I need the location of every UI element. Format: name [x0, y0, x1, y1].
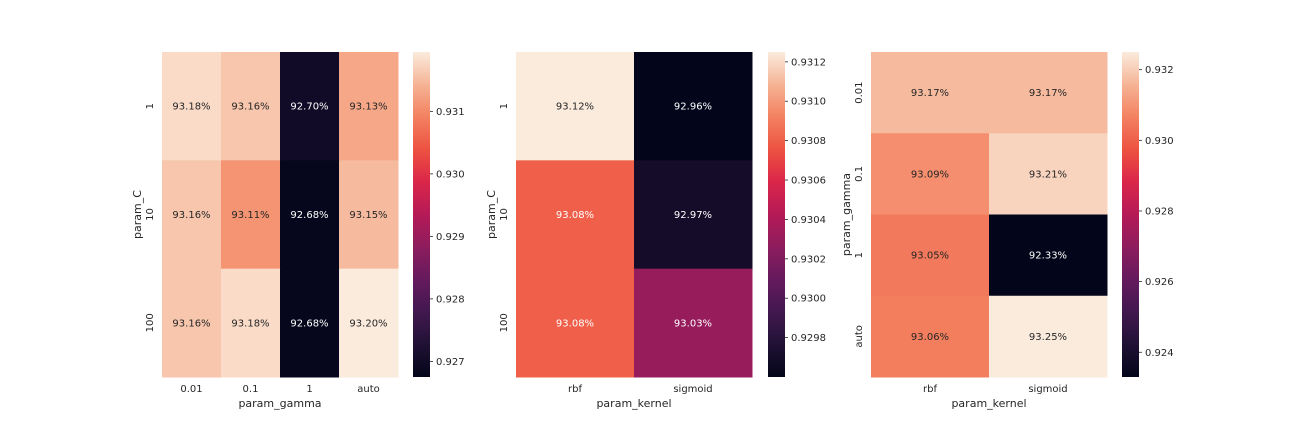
y-axis-label: param_gamma — [840, 173, 853, 256]
cell-annotation: 92.96% — [674, 102, 712, 113]
x-tick-label: 0.01 — [180, 384, 202, 395]
heatmap-cell — [516, 268, 635, 378]
cell-annotation: 93.25% — [1029, 332, 1067, 343]
colorbar-tick-label: 0.930 — [436, 169, 465, 180]
cell-annotation: 93.08% — [556, 318, 594, 329]
y-tick-label: 1 — [499, 103, 510, 109]
cell-annotation: 93.05% — [911, 251, 949, 262]
colorbar-tick-label: 0.927 — [436, 357, 465, 368]
colorbar-tick-label: 0.9304 — [791, 215, 826, 226]
x-tick-label: auto — [357, 384, 380, 395]
heatmap-cell — [871, 52, 990, 134]
heatmap-cell — [989, 214, 1108, 297]
y-axis-label: param_C — [485, 190, 498, 239]
colorbar-tick-label: 0.930 — [1145, 136, 1174, 147]
colorbar-tick-label: 0.926 — [1145, 277, 1174, 288]
heatmap-cell — [516, 160, 635, 270]
colorbar-tick-label: 0.9308 — [791, 136, 826, 147]
cell-annotation: 93.08% — [556, 210, 594, 221]
heatmap-cell — [516, 52, 635, 161]
heatmap-cell — [162, 52, 222, 161]
cell-annotation: 93.17% — [1029, 88, 1067, 99]
y-tick-label: 100 — [499, 313, 510, 332]
cell-annotation: 93.16% — [172, 210, 210, 221]
cell-annotation: 92.68% — [290, 210, 328, 221]
colorbar — [768, 52, 785, 377]
heatmap-cell — [989, 295, 1108, 378]
cell-annotation: 92.33% — [1029, 251, 1067, 262]
heatmap-cell — [221, 160, 281, 270]
x-tick-label: 0.1 — [243, 384, 259, 395]
cell-annotation: 93.16% — [231, 102, 269, 113]
colorbar-tick-label: 0.9306 — [791, 176, 826, 187]
cell-annotation: 92.97% — [674, 210, 712, 221]
heatmap-cell — [634, 268, 753, 378]
colorbar-tick-label: 0.928 — [1145, 206, 1174, 217]
x-tick-label: sigmoid — [1028, 384, 1067, 395]
colorbar-tick-label: 0.9298 — [791, 333, 826, 344]
y-tick-label: 10 — [499, 208, 510, 221]
heatmap-cell — [280, 160, 340, 270]
y-tick-label: 0.01 — [854, 81, 865, 103]
x-tick-label: rbf — [568, 384, 582, 395]
colorbar — [1122, 52, 1139, 377]
colorbar-tick-label: 0.9300 — [791, 294, 826, 305]
cell-annotation: 92.68% — [290, 318, 328, 329]
colorbar-tick-label: 0.9312 — [791, 57, 826, 68]
cell-annotation: 93.12% — [556, 102, 594, 113]
cell-annotation: 93.17% — [911, 88, 949, 99]
colorbar — [413, 52, 430, 377]
heatmap-cell — [989, 52, 1108, 134]
colorbar-tick-label: 0.928 — [436, 294, 465, 305]
heatmap-cell — [634, 52, 753, 161]
y-tick-label: 0.1 — [854, 166, 865, 182]
heatmap-cell — [989, 133, 1108, 215]
colorbar-tick-label: 0.932 — [1145, 65, 1174, 76]
heatmap-cell — [280, 52, 340, 161]
y-tick-label: 10 — [145, 208, 156, 221]
y-tick-label: 1 — [145, 103, 156, 109]
heatmap-cell — [280, 268, 340, 378]
x-tick-label: rbf — [923, 384, 937, 395]
cell-annotation: 93.18% — [231, 318, 269, 329]
heatmap-cell — [339, 268, 399, 378]
heatmap-cell — [221, 52, 281, 161]
x-tick-label: 1 — [306, 384, 312, 395]
cell-annotation: 93.21% — [1029, 169, 1067, 180]
cell-annotation: 93.15% — [349, 210, 387, 221]
colorbar-tick-label: 0.931 — [436, 107, 465, 118]
cell-annotation: 93.06% — [911, 332, 949, 343]
heatmap-cell — [871, 214, 990, 297]
heatmap-cell — [871, 295, 990, 378]
heatmap-cell — [339, 52, 399, 161]
cell-annotation: 93.13% — [349, 102, 387, 113]
y-tick-label: 1 — [854, 252, 865, 258]
heatmap-cell — [162, 268, 222, 378]
heatmap-cell — [634, 160, 753, 270]
y-tick-label: 100 — [145, 313, 156, 332]
cell-annotation: 93.18% — [172, 102, 210, 113]
y-axis-label: param_C — [131, 190, 144, 239]
colorbar-tick-label: 0.9310 — [791, 97, 826, 108]
cell-annotation: 93.20% — [349, 318, 387, 329]
x-axis-label: param_kernel — [951, 397, 1026, 410]
x-tick-label: sigmoid — [673, 384, 712, 395]
x-axis-label: param_gamma — [238, 397, 321, 410]
colorbar-tick-label: 0.924 — [1145, 348, 1174, 359]
cell-annotation: 93.11% — [231, 210, 269, 221]
cell-annotation: 93.16% — [172, 318, 210, 329]
colorbar-tick-label: 0.929 — [436, 232, 465, 243]
cell-annotation: 93.09% — [911, 169, 949, 180]
heatmap-cell — [339, 160, 399, 270]
cell-annotation: 93.03% — [674, 318, 712, 329]
y-tick-label: auto — [854, 325, 865, 348]
x-axis-label: param_kernel — [596, 397, 671, 410]
colorbar-tick-label: 0.9302 — [791, 254, 826, 265]
cell-annotation: 92.70% — [290, 102, 328, 113]
heatmap-cell — [162, 160, 222, 270]
heatmap-cell — [221, 268, 281, 378]
heatmap-cell — [871, 133, 990, 215]
